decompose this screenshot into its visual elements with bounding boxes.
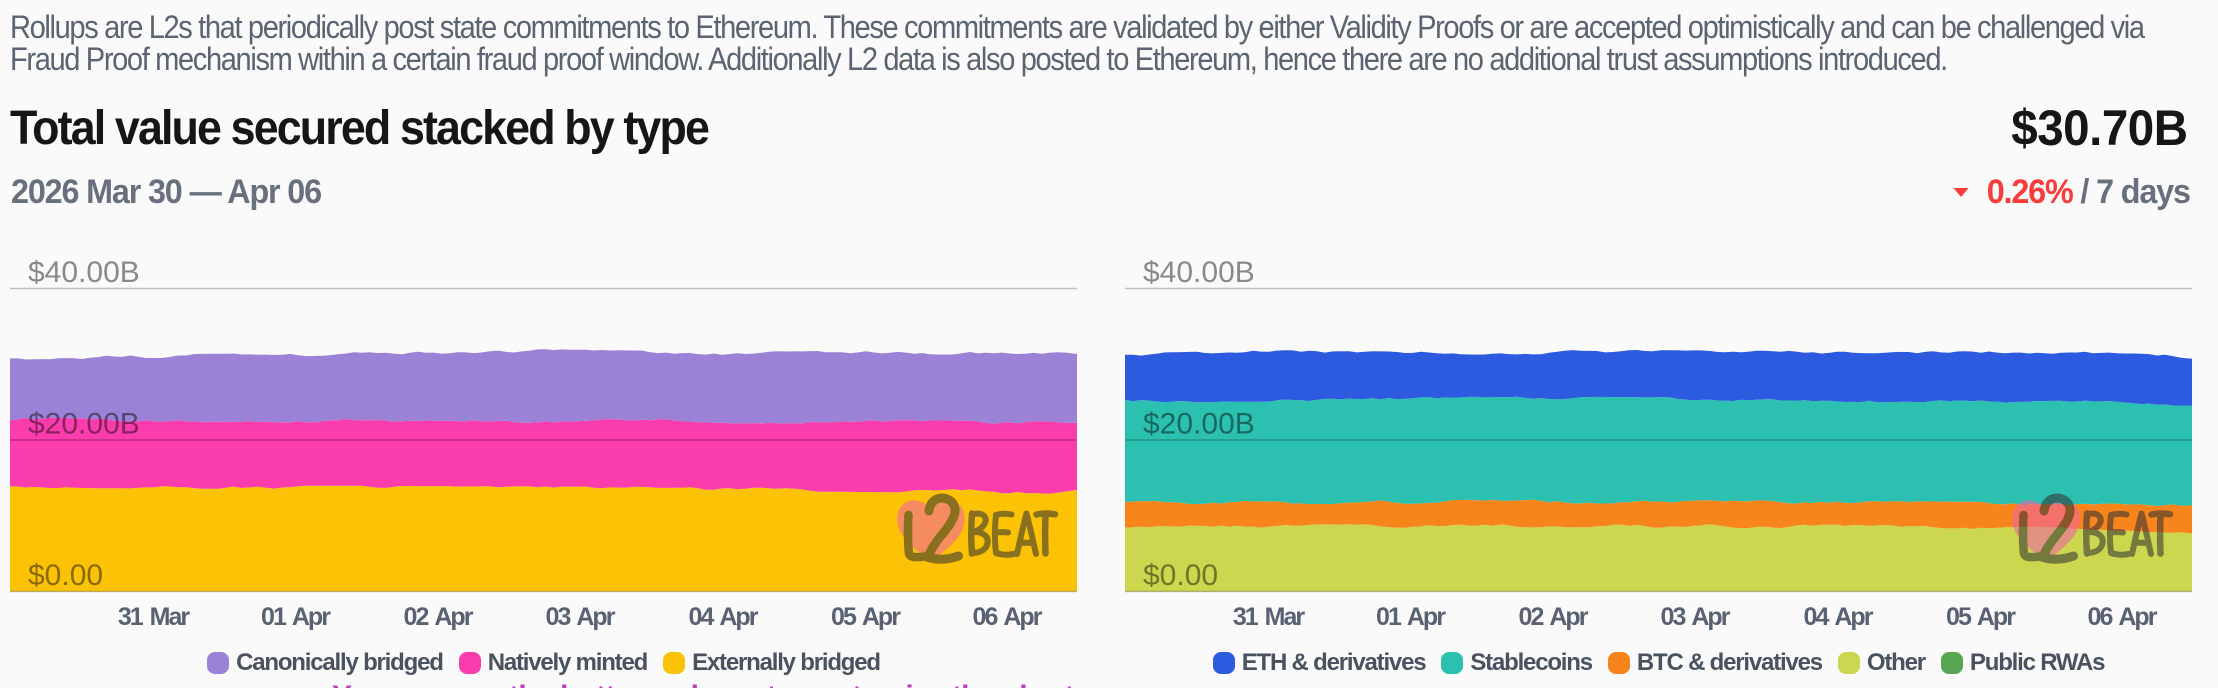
svg-text:03 Apr: 03 Apr [546,603,616,631]
svg-text:05 Apr: 05 Apr [1946,603,2016,631]
svg-text:$40.00B: $40.00B [1143,256,1255,289]
svg-text:05 Apr: 05 Apr [831,603,901,631]
svg-text:$0.00: $0.00 [1143,559,1218,592]
svg-text:02 Apr: 02 Apr [404,603,474,631]
svg-text:03 Apr: 03 Apr [1661,603,1731,631]
svg-text:31 Mar: 31 Mar [118,603,190,631]
svg-text:$0.00: $0.00 [28,559,103,592]
svg-text:$20.00B: $20.00B [1143,408,1255,441]
svg-text:02 Apr: 02 Apr [1519,603,1589,631]
svg-text:04 Apr: 04 Apr [1804,603,1874,631]
svg-text:06 Apr: 06 Apr [973,603,1043,631]
svg-text:01 Apr: 01 Apr [1376,603,1446,631]
svg-text:31 Mar: 31 Mar [1233,603,1305,631]
svg-text:06 Apr: 06 Apr [2088,603,2158,631]
svg-text:01 Apr: 01 Apr [261,603,331,631]
svg-text:04 Apr: 04 Apr [689,603,759,631]
svg-text:$40.00B: $40.00B [28,256,140,289]
svg-text:$20.00B: $20.00B [28,408,140,441]
